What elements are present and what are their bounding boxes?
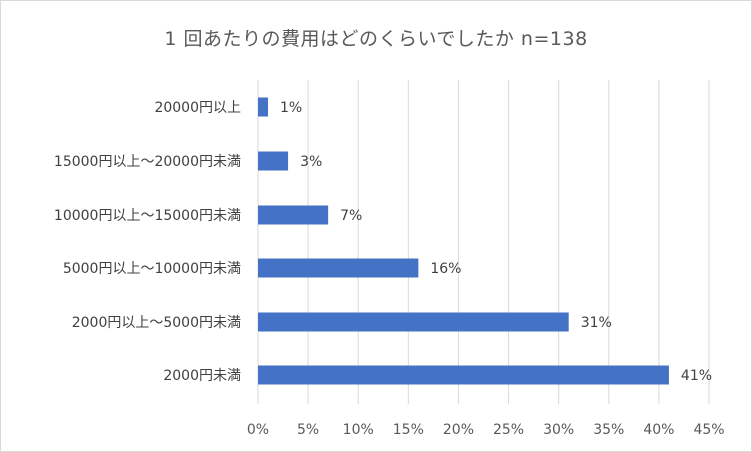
data-label: 41% bbox=[681, 368, 712, 384]
category-label: 2000円以上～5000円未満 bbox=[72, 315, 241, 331]
bar bbox=[258, 312, 569, 332]
x-tick-label: 45% bbox=[693, 422, 724, 438]
bar bbox=[258, 97, 269, 117]
category-label: 20000円以上 bbox=[154, 100, 241, 116]
category-label: 5000円以上～10000円未満 bbox=[63, 261, 241, 277]
x-tick-label: 15% bbox=[393, 422, 424, 438]
category-label: 2000円未満 bbox=[163, 368, 241, 384]
bar bbox=[258, 205, 329, 225]
x-tick-label: 30% bbox=[543, 422, 574, 438]
x-tick-label: 35% bbox=[593, 422, 624, 438]
x-tick-label: 0% bbox=[247, 422, 269, 438]
data-label: 3% bbox=[300, 154, 322, 170]
category-label: 15000円以上～20000円未満 bbox=[54, 154, 241, 170]
data-label: 31% bbox=[581, 315, 612, 331]
x-tick-label: 20% bbox=[443, 422, 474, 438]
bar bbox=[258, 258, 419, 278]
bar bbox=[258, 365, 669, 385]
category-label: 10000円以上～15000円未満 bbox=[54, 208, 241, 224]
x-tick-label: 5% bbox=[297, 422, 319, 438]
bar bbox=[258, 151, 289, 171]
chart-title: 1 回あたりの費用はどのくらいでしたか n=138 bbox=[164, 28, 588, 50]
x-tick-label: 40% bbox=[643, 422, 674, 438]
x-tick-label: 10% bbox=[343, 422, 374, 438]
x-tick-label: 25% bbox=[493, 422, 524, 438]
data-label: 7% bbox=[340, 208, 362, 224]
data-label: 1% bbox=[280, 100, 302, 116]
data-label: 16% bbox=[430, 261, 461, 277]
